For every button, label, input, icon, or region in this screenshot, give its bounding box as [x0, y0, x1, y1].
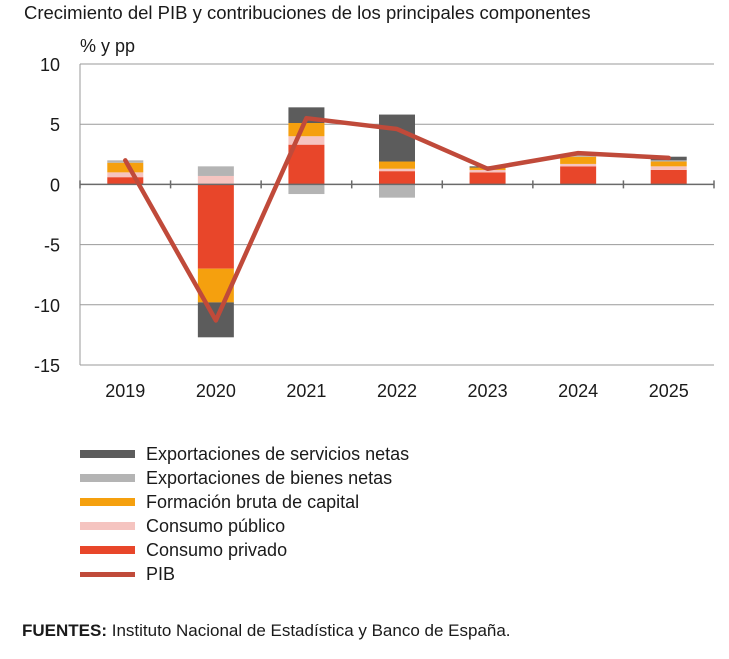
bar-segment	[650, 169, 687, 185]
gridlines	[79, 63, 714, 366]
bar-segment	[560, 163, 597, 167]
legend-label: Exportaciones de bienes netas	[146, 468, 393, 488]
bar-segment	[379, 184, 415, 198]
x-tick-label: 2021	[286, 381, 326, 401]
bar-segment	[650, 160, 687, 162]
legend-swatch	[80, 498, 135, 506]
x-tick-label: 2025	[649, 381, 689, 401]
y-axis-label: % y pp	[80, 36, 135, 56]
bar-segment	[197, 166, 234, 176]
bar-segment	[107, 162, 144, 173]
bar-segment	[379, 114, 415, 162]
legend-label: Consumo privado	[146, 540, 288, 560]
bar-segment	[560, 166, 597, 185]
axis-labels: 10 5 0 -5 -10 -15 % y pp 2019 2020 2021 2022 2023 20…	[34, 36, 689, 401]
bar-segment	[379, 161, 415, 169]
pib-line	[123, 115, 671, 323]
x-tick-label: 2024	[558, 381, 598, 401]
bar-segment	[379, 171, 415, 185]
source-note: FUENTES: Instituto Nacional de Estadísti…	[22, 621, 511, 641]
bar-segment	[650, 166, 687, 170]
legend-swatch	[80, 522, 135, 530]
x-tick-label: 2022	[377, 381, 417, 401]
bar-segment	[288, 136, 325, 145]
source-text: Instituto Nacional de Estadística y Banc…	[111, 621, 511, 640]
bar-segment	[288, 144, 325, 185]
source-label: FUENTES:	[22, 621, 107, 640]
bar-segment	[560, 156, 597, 164]
bar-segment	[560, 155, 597, 157]
legend-swatch	[80, 450, 135, 458]
bar-segment	[379, 168, 415, 172]
y-tick-label: 10	[40, 55, 60, 75]
bar-segment	[288, 184, 325, 195]
zero-axis	[79, 180, 715, 189]
x-tick-label: 2019	[105, 381, 145, 401]
bar-segment	[107, 177, 144, 185]
bar-segment	[650, 161, 687, 167]
bars	[107, 107, 687, 338]
bar-segment	[469, 172, 506, 185]
bar-segment	[107, 172, 144, 178]
legend-label: PIB	[146, 564, 176, 584]
x-tick-label: 2020	[196, 381, 236, 401]
legend-swatch	[80, 474, 135, 482]
legend-label: Exportaciones de servicios netas	[146, 444, 410, 464]
y-tick-label: -15	[34, 356, 60, 376]
chart-plot: 10 5 0 -5 -10 -15 % y pp 2019 2020 2021 2022 2023 20…	[34, 36, 715, 401]
chart-title: Crecimiento del PIB y contribuciones de …	[24, 2, 591, 23]
legend-swatch	[80, 572, 135, 577]
y-tick-label: 5	[50, 115, 60, 135]
legend-label: Consumo público	[146, 516, 286, 536]
y-tick-label: -5	[44, 236, 60, 256]
y-tick-label: -10	[34, 296, 60, 316]
x-tick-label: 2023	[468, 381, 508, 401]
bar-segment	[197, 175, 234, 185]
legend-swatch	[80, 546, 135, 554]
bar-segment	[469, 169, 506, 173]
legend-label: Formación bruta de capital	[146, 492, 360, 512]
bar-segment	[197, 184, 234, 269]
y-tick-label: 0	[50, 175, 60, 195]
bar-segment	[288, 122, 325, 137]
